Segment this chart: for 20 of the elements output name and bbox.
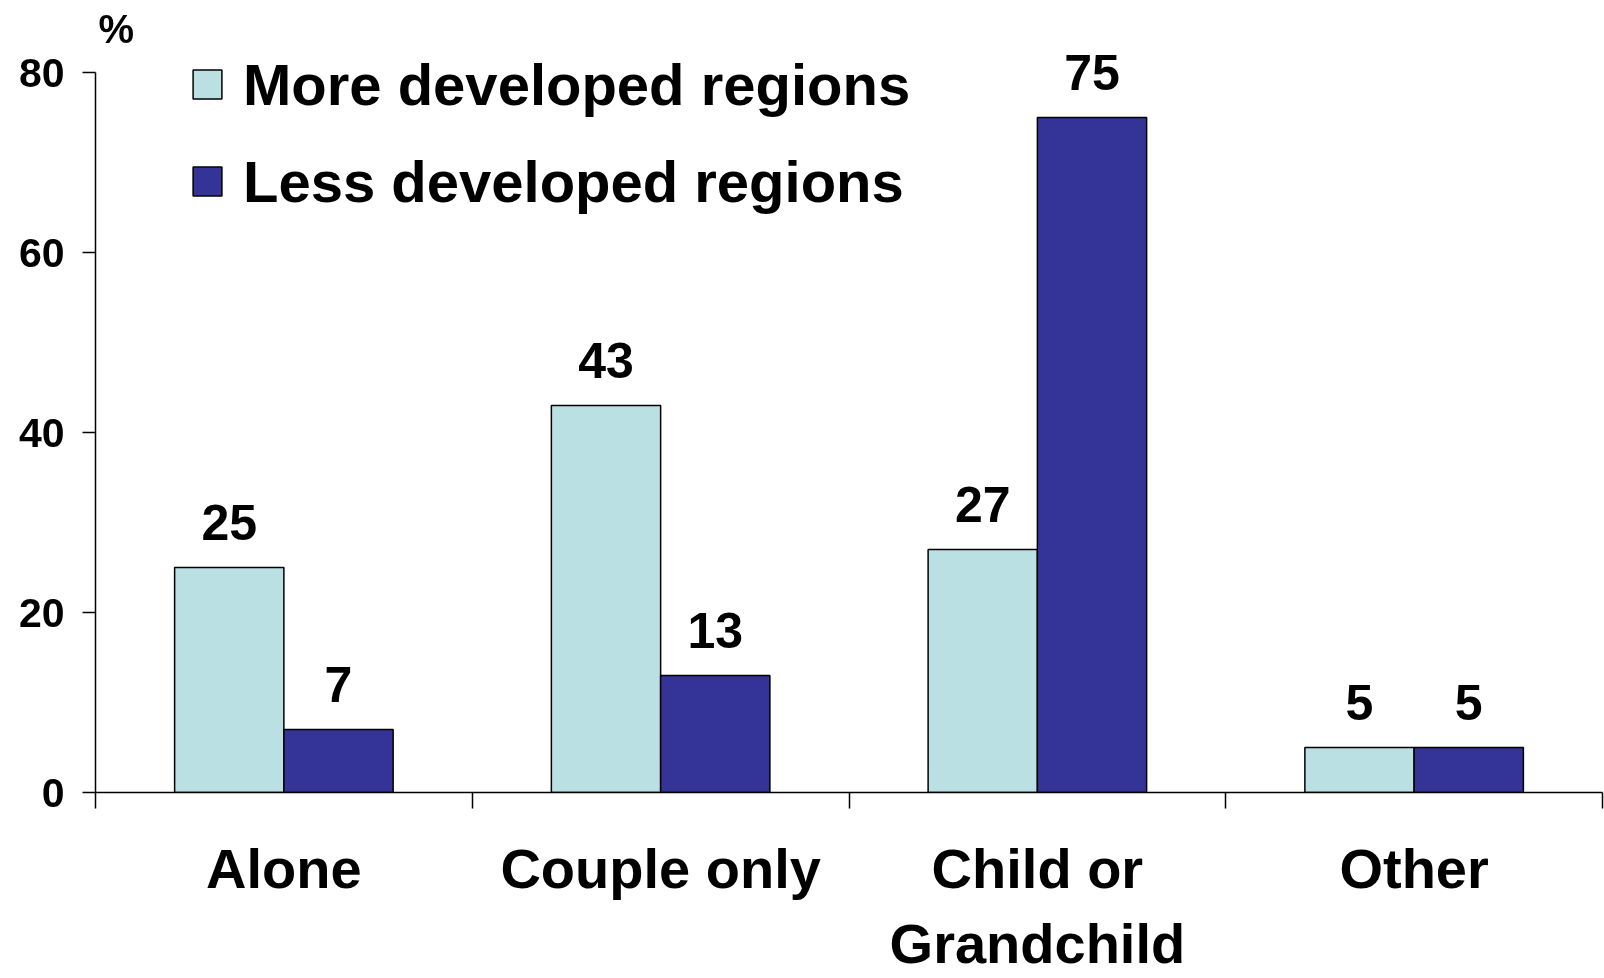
- data-label: 7: [324, 656, 353, 713]
- y-tick-label: 40: [18, 409, 65, 456]
- data-label: 25: [201, 494, 258, 551]
- data-label: 5: [1454, 674, 1483, 731]
- x-tick-label: Couple only: [500, 836, 821, 900]
- x-tick-label: Child or Grandchild: [889, 836, 1186, 976]
- data-label: 75: [1064, 44, 1120, 101]
- x-tick-label: Other: [1339, 836, 1489, 900]
- y-tick-label: 0: [41, 769, 65, 816]
- x-tick-label: Alone: [206, 836, 362, 900]
- legend-label: Less developed regions: [243, 147, 904, 216]
- data-label: 43: [578, 332, 634, 389]
- data-label: 5: [1345, 674, 1374, 731]
- y-tick-label: 80: [18, 49, 65, 96]
- data-label: 13: [687, 602, 744, 659]
- y-tick-label: 60: [18, 229, 65, 276]
- legend-label: More developed regions: [243, 50, 911, 119]
- y-tick-label: 20: [18, 589, 65, 636]
- data-label: 27: [954, 476, 1011, 533]
- y-axis-title: %: [98, 6, 135, 51]
